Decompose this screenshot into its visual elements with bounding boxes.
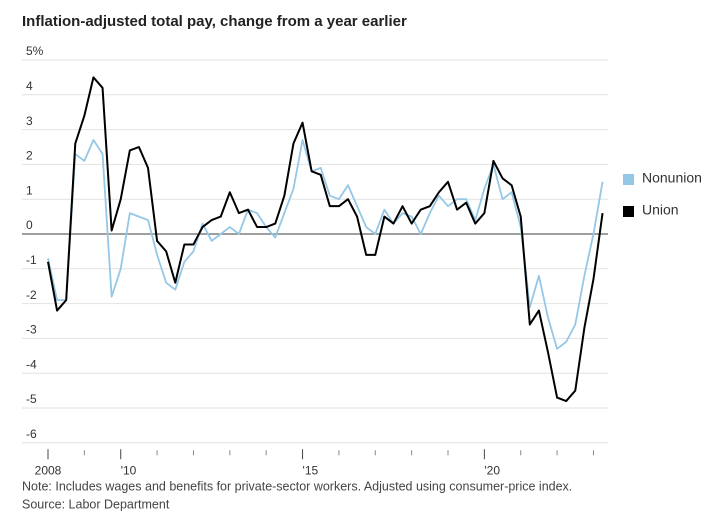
x-tick-label: '10 [121, 463, 137, 477]
legend-swatch [623, 174, 634, 185]
series-line [47, 76, 604, 403]
y-tick-label: -5 [26, 392, 37, 406]
y-tick-label: -4 [26, 357, 37, 371]
x-tick-label: '20 [484, 463, 500, 477]
y-tick-label: 3 [26, 114, 33, 128]
legend-label: Union [642, 202, 679, 218]
y-tick-label: 2 [26, 149, 33, 163]
y-tick-label: 1 [26, 183, 33, 197]
y-tick-label: -1 [26, 253, 37, 267]
x-tick-label: 2008 [35, 463, 62, 477]
series-line [47, 139, 604, 350]
y-tick-label: -6 [26, 427, 37, 441]
y-tick-label: 4 [26, 79, 33, 93]
x-tick-label: '15 [303, 463, 319, 477]
chart-title: Inflation-adjusted total pay, change fro… [22, 13, 407, 30]
source: Source: Labor Department [22, 497, 170, 511]
y-tick-label: -3 [26, 323, 37, 337]
legend-swatch [623, 206, 634, 217]
y-tick-label: 0 [26, 218, 33, 232]
note: Note: Includes wages and benefits for pr… [22, 479, 572, 493]
y-tick-label: -2 [26, 288, 37, 302]
y-tick-label: 5% [26, 44, 44, 58]
legend-label: Nonunion [642, 170, 702, 186]
